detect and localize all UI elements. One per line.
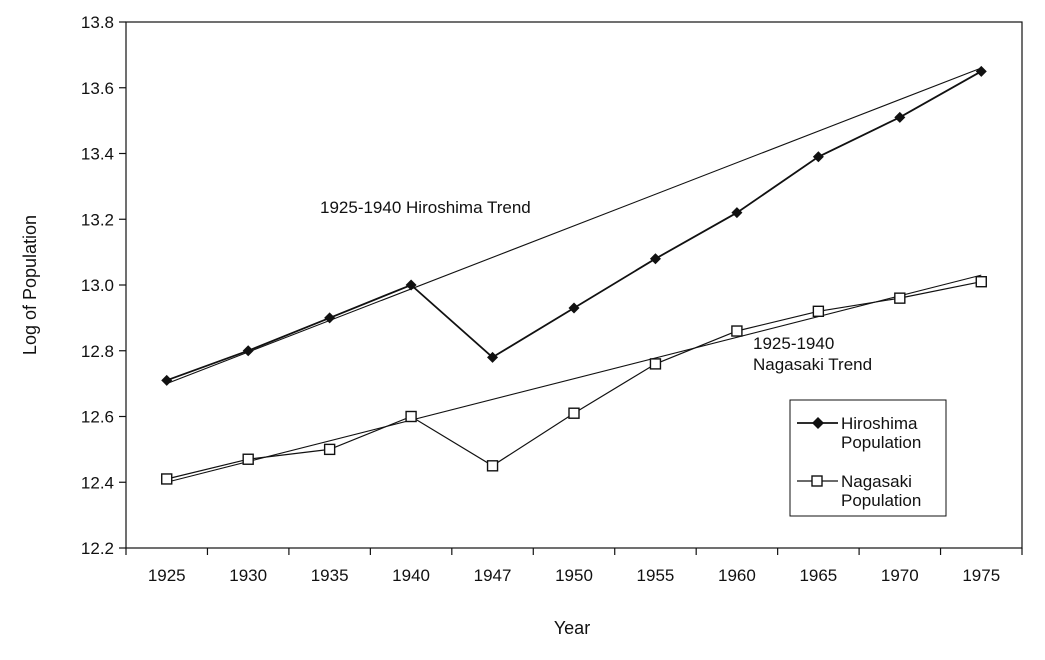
- x-tick-label: 1950: [555, 566, 593, 585]
- hiroshima-point: [324, 312, 336, 324]
- nagasaki-point: [975, 276, 987, 288]
- legend-hiroshima-line2: Population: [841, 433, 921, 452]
- y-tick-label: 13.0: [81, 276, 114, 295]
- hiroshima-point: [649, 253, 661, 265]
- y-axis-title: Log of Population: [20, 215, 40, 355]
- nagasaki-point: [731, 325, 743, 337]
- x-axis: 1925 1930 1935 1940 1947 1950 1955 1960 1965 1970…: [125, 548, 1023, 585]
- hiroshima-point: [161, 374, 173, 386]
- x-tick-label: 1965: [799, 566, 837, 585]
- x-tick-label: 1955: [637, 566, 675, 585]
- nagasaki-point: [405, 410, 417, 423]
- trend-lines: [166, 67, 982, 483]
- y-tick-label: 12.4: [81, 473, 114, 492]
- x-tick-label: 1947: [474, 566, 512, 585]
- nagasaki-trend-line: [166, 274, 982, 483]
- hiroshima-point: [242, 345, 254, 357]
- legend-hiroshima-line1: Hiroshima: [841, 414, 918, 433]
- hiroshima-point: [568, 302, 580, 314]
- x-tick-label: 1970: [881, 566, 919, 585]
- y-tick-label: 13.4: [81, 145, 114, 164]
- hiroshima-trend-label: 1925-1940 Hiroshima Trend: [320, 198, 531, 217]
- hiroshima-point: [812, 151, 824, 163]
- nagasaki-point: [242, 453, 254, 465]
- y-tick-label: 13.8: [81, 13, 114, 32]
- series: [161, 65, 987, 485]
- legend-nagasaki-marker: [811, 475, 823, 487]
- hiroshima-point: [975, 65, 987, 77]
- x-tick-label: 1935: [311, 566, 349, 585]
- nagasaki-point: [323, 443, 336, 456]
- hiroshima-point: [487, 351, 499, 363]
- hiroshima-point: [731, 207, 743, 219]
- nagasaki-point: [161, 473, 173, 485]
- nagasaki-point: [649, 358, 662, 370]
- hiroshima-trend-line: [166, 67, 982, 385]
- hiroshima-point: [405, 279, 417, 291]
- y-tick-label: 13.2: [81, 210, 114, 229]
- nagasaki-trend-label-line1: 1925-1940: [753, 334, 834, 353]
- y-tick-label: 12.8: [81, 342, 114, 361]
- y-tick-label: 12.6: [81, 408, 114, 427]
- x-tick-label: 1940: [392, 566, 430, 585]
- nagasaki-point: [486, 460, 499, 472]
- nagasaki-point: [568, 407, 580, 419]
- x-axis-title: Year: [554, 618, 590, 638]
- y-tick-label: 13.6: [81, 79, 114, 98]
- y-tick-label: 12.2: [81, 539, 114, 558]
- hiroshima-point: [894, 111, 906, 123]
- legend-nagasaki-line1: Nagasaki: [841, 472, 912, 491]
- x-tick-label: 1930: [229, 566, 267, 585]
- nagasaki-trend-label-line2: Nagasaki Trend: [753, 355, 872, 374]
- nagasaki-point: [894, 292, 906, 304]
- legend: Hiroshima Population Nagasaki Population: [789, 399, 947, 517]
- x-tick-label: 1975: [962, 566, 1000, 585]
- nagasaki-point: [812, 305, 825, 317]
- y-axis: 12.2 12.4 12.6 12.8 13.0 13.2 13.4 13.6 13.8: [81, 13, 126, 558]
- legend-hiroshima-marker: [812, 417, 824, 429]
- x-tick-label: 1960: [718, 566, 756, 585]
- x-tick-label: 1925: [148, 566, 186, 585]
- legend-nagasaki-line2: Population: [841, 491, 921, 510]
